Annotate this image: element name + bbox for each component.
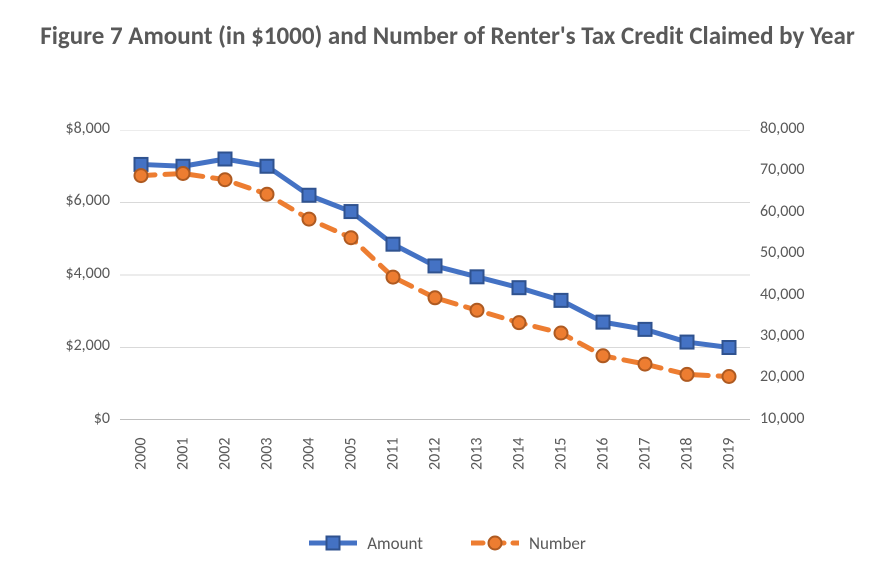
axis-label: 2015 [552, 438, 571, 498]
axis-label: 2002 [216, 438, 235, 498]
legend-item-number: Number [471, 533, 586, 554]
axis-label: 50,000 [760, 243, 840, 262]
axis-label: 2017 [636, 438, 655, 498]
chart-title: Figure 7 Amount (in $1000) and Number of… [0, 20, 895, 51]
plot-area [120, 130, 750, 420]
axis-label: 2003 [258, 438, 277, 498]
axis-label: 2018 [678, 438, 697, 498]
axis-label: 60,000 [760, 202, 840, 221]
legend-item-amount: Amount [309, 533, 423, 554]
axis-label: $0 [30, 409, 110, 428]
axis-label: 2004 [300, 438, 319, 498]
axis-label: 40,000 [760, 285, 840, 304]
chart-legend: Amount Number [0, 533, 895, 559]
axis-label: 2016 [594, 438, 613, 498]
axis-label: $2,000 [30, 336, 110, 355]
axis-label: 2019 [720, 438, 739, 498]
axis-label: 10,000 [760, 409, 840, 428]
plot-svg [120, 130, 750, 420]
axis-label: 2014 [510, 438, 529, 498]
axis-label: $8,000 [30, 119, 110, 138]
axis-label: 2005 [342, 438, 361, 498]
legend-label: Number [529, 533, 586, 554]
number-swatch-icon [471, 533, 519, 553]
axis-label: $4,000 [30, 264, 110, 283]
legend-label: Amount [367, 533, 423, 554]
chart-container: Figure 7 Amount (in $1000) and Number of… [0, 0, 895, 572]
axis-label: 2012 [426, 438, 445, 498]
axis-label: 2001 [174, 438, 193, 498]
axis-label: $6,000 [30, 191, 110, 210]
axis-label: 20,000 [760, 367, 840, 386]
axis-label: 2011 [384, 438, 403, 498]
amount-swatch-icon [309, 533, 357, 553]
axis-label: 2000 [132, 438, 151, 498]
axis-label: 2013 [468, 438, 487, 498]
axis-label: 70,000 [760, 160, 840, 179]
axis-label: 80,000 [760, 119, 840, 138]
axis-label: 30,000 [760, 326, 840, 345]
